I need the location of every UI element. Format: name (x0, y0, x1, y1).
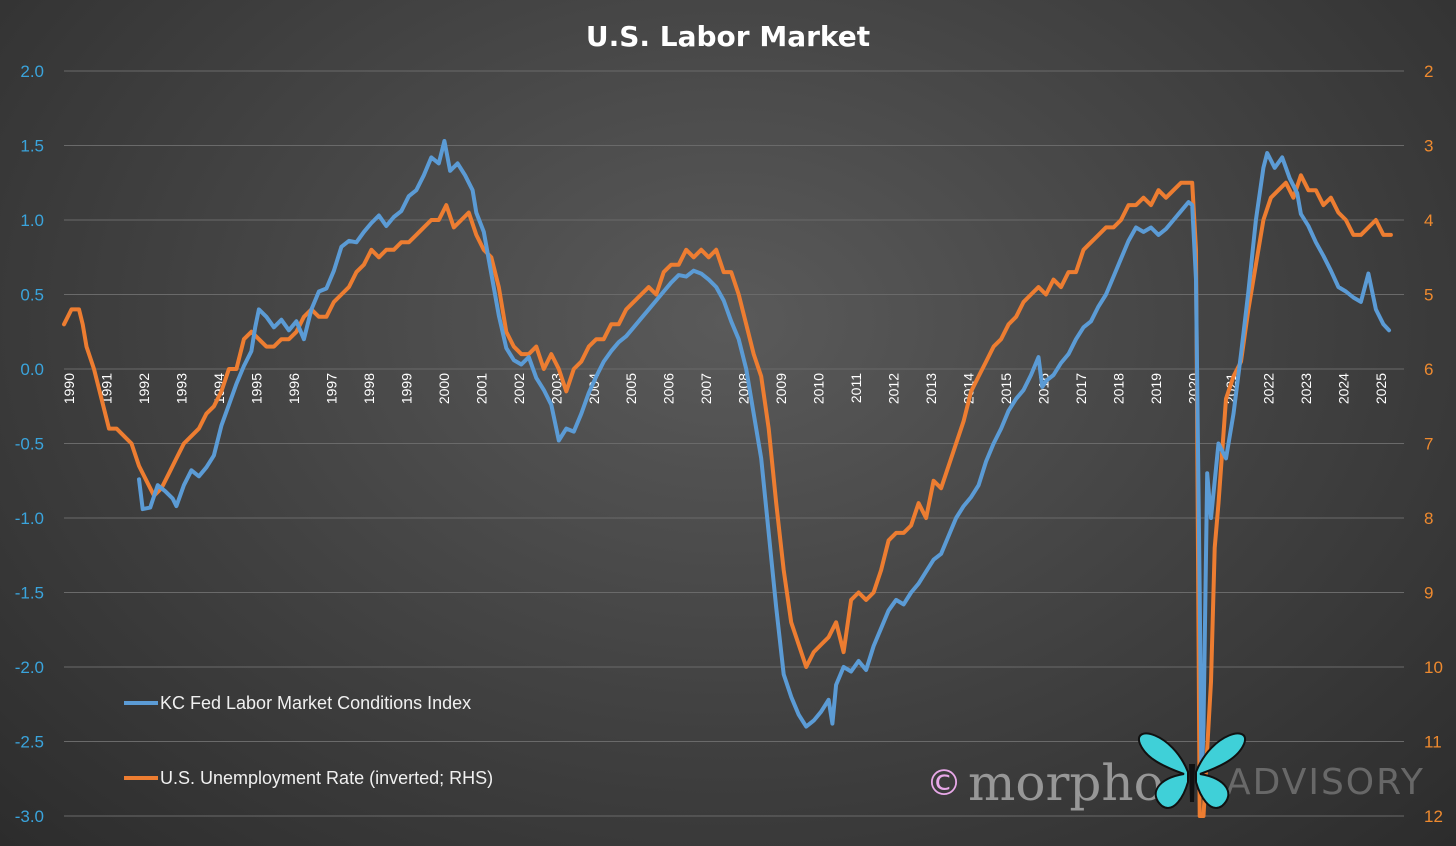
x-tick-label: 1995 (248, 373, 264, 404)
x-tick-label: 2022 (1260, 373, 1276, 404)
left-tick-label: -1.0 (15, 509, 44, 528)
right-tick-label: 2 (1424, 62, 1433, 81)
right-tick-label: 12 (1424, 807, 1443, 826)
x-tick-label: 2010 (811, 373, 827, 404)
right-tick-label: 3 (1424, 137, 1433, 156)
x-tick-label: 2005 (623, 373, 639, 404)
right-tick-label: 4 (1424, 211, 1433, 230)
watermark-suffix: ADVISORY (1226, 762, 1425, 803)
x-tick-label: 2019 (1148, 373, 1164, 404)
x-tick-label: 2018 (1111, 373, 1127, 404)
x-tick-label: 2017 (1073, 373, 1089, 404)
watermark-brand: morpho (968, 754, 1164, 812)
gridlines (64, 70, 1404, 817)
left-tick-label: 2.0 (20, 62, 44, 81)
right-tick-label: 5 (1424, 286, 1433, 305)
left-tick-label: -1.5 (15, 584, 44, 603)
x-axis-ticks: 1990 1991 1992 1993 1994 1995 1996 1997 1998 1999… (61, 373, 1389, 404)
left-tick-label: -0.5 (15, 435, 44, 454)
right-tick-label: 11 (1424, 733, 1442, 752)
left-tick-label: -2.0 (15, 658, 44, 677)
unemployment-rate-line (62, 173, 1393, 818)
right-tick-label: 9 (1424, 584, 1433, 603)
x-tick-label: 2012 (886, 373, 902, 404)
x-tick-label: 2025 (1373, 373, 1389, 404)
x-tick-label: 2002 (511, 373, 527, 404)
legend-label-kc-fed: KC Fed Labor Market Conditions Index (160, 693, 471, 713)
x-tick-label: 2011 (848, 373, 864, 403)
x-tick-label: 2023 (1298, 373, 1314, 404)
x-tick-label: 1996 (286, 373, 302, 404)
legend-label-unemployment: U.S. Unemployment Rate (inverted; RHS) (160, 768, 493, 788)
left-tick-label: -2.5 (15, 733, 44, 752)
left-tick-label: 0.0 (20, 360, 44, 379)
x-tick-label: 1998 (361, 373, 377, 404)
left-tick-label: 1.0 (20, 211, 44, 230)
x-tick-label: 2003 (548, 373, 564, 404)
x-tick-label: 1992 (136, 373, 152, 404)
watermark-copyright: © (926, 763, 962, 804)
legend: KC Fed Labor Market Conditions Index U.S… (124, 693, 493, 788)
right-tick-label: 6 (1424, 360, 1433, 379)
left-tick-label: -3.0 (15, 807, 44, 826)
x-tick-label: 1999 (398, 373, 414, 404)
x-tick-label: 2009 (773, 373, 789, 404)
x-tick-label: 2015 (998, 373, 1014, 404)
butterfly-icon (1137, 732, 1247, 809)
x-tick-label: 2006 (661, 373, 677, 404)
watermark: © morpho ADVISORY (926, 732, 1425, 812)
left-axis-ticks: 2.0 1.5 1.0 0.5 0.0 -0.5 -1.0 -1.5 -2.0 -2.5 -3.0 (15, 62, 44, 826)
right-tick-label: 10 (1424, 658, 1443, 677)
x-tick-label: 1997 (323, 373, 339, 404)
x-tick-label: 2013 (923, 373, 939, 404)
right-axis-ticks: 2 3 4 5 6 7 8 9 10 11 12 (1424, 62, 1443, 826)
x-tick-label: 2024 (1335, 373, 1351, 404)
x-tick-label: 1993 (173, 373, 189, 404)
left-tick-label: 0.5 (20, 286, 44, 305)
x-tick-label: 2007 (698, 373, 714, 404)
x-tick-label: 2014 (961, 373, 977, 404)
x-tick-label: 2001 (473, 373, 489, 404)
left-tick-label: 1.5 (20, 137, 44, 156)
series-lines (62, 139, 1393, 818)
right-tick-label: 7 (1424, 435, 1433, 454)
x-tick-label: 1990 (61, 373, 77, 404)
right-tick-label: 8 (1424, 509, 1433, 528)
chart-title: U.S. Labor Market (586, 20, 870, 53)
kc-fed-lmci-line (137, 139, 1391, 789)
x-tick-label: 2004 (586, 373, 602, 404)
x-tick-label: 2000 (436, 373, 452, 404)
